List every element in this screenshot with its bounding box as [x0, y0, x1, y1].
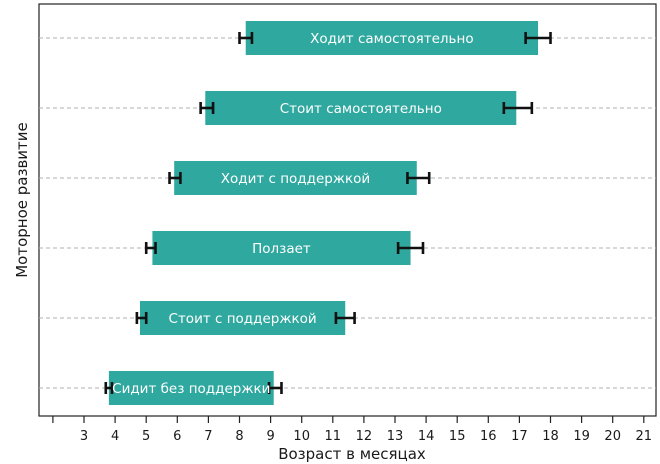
x-axis-label: Возраст в месяцах — [278, 445, 426, 463]
bar — [108, 371, 274, 405]
x-tick-label: 15 — [449, 429, 466, 444]
error-bar-start — [104, 382, 114, 394]
x-tick-label: 6 — [173, 429, 181, 444]
bars — [108, 21, 539, 405]
x-tick-label: 8 — [235, 429, 243, 444]
x-tick-label: 4 — [111, 429, 119, 444]
error-bar-end — [406, 172, 431, 184]
error-bar-start — [135, 312, 148, 324]
x-tick-label: 13 — [387, 429, 404, 444]
error-bar-end — [396, 242, 425, 254]
x-tick-label: 19 — [573, 429, 590, 444]
plot-frame — [38, 3, 657, 417]
bar-label: Сидит без поддержки — [112, 381, 270, 397]
bar — [174, 161, 417, 195]
x-tick-label: 7 — [204, 429, 212, 444]
x-tick-label: 9 — [266, 429, 274, 444]
x-tick-label: 14 — [418, 429, 435, 444]
error-bar-end — [524, 32, 552, 44]
bar-label: Стоит с поддержкой — [169, 311, 317, 327]
x-tick-label: 12 — [356, 429, 373, 444]
bar — [245, 21, 539, 55]
x-axis-ticks: 3 4 5 6 7 8 9 10 11 12 13 14 15 16 17 18 19 20 21 — [52, 416, 653, 444]
error-bar-start — [168, 172, 182, 184]
bar — [152, 231, 411, 265]
x-tick-label: 17 — [511, 429, 528, 444]
x-tick-label: 18 — [542, 429, 559, 444]
error-bar-start — [238, 32, 254, 44]
x-tick-label: 5 — [142, 429, 150, 444]
error-bar-end — [502, 102, 534, 114]
bar-labels: Ходит самостоятельно Стоит самостоятельно… — [112, 31, 473, 397]
bar-label: Ходит с поддержкой — [221, 171, 370, 187]
error-bar-start — [199, 102, 215, 114]
error-bar-start — [144, 242, 157, 254]
bar — [139, 301, 346, 335]
y-axis-label: Моторное развитие — [13, 122, 31, 278]
error-bars — [104, 32, 552, 394]
x-tick-label: 21 — [636, 429, 653, 444]
x-tick-label: 11 — [325, 429, 342, 444]
x-tick-label: 16 — [480, 429, 497, 444]
x-tick-label: 10 — [293, 429, 310, 444]
x-tick-label: 20 — [604, 429, 621, 444]
bar-label: Ползает — [252, 241, 311, 257]
error-bar-end — [334, 312, 356, 324]
bar — [205, 91, 517, 125]
x-tick-label: 3 — [80, 429, 88, 444]
bar-label: Ходит самостоятельно — [310, 31, 473, 47]
error-bar-end — [267, 382, 283, 394]
bar-label: Стоит самостоятельно — [280, 101, 442, 117]
